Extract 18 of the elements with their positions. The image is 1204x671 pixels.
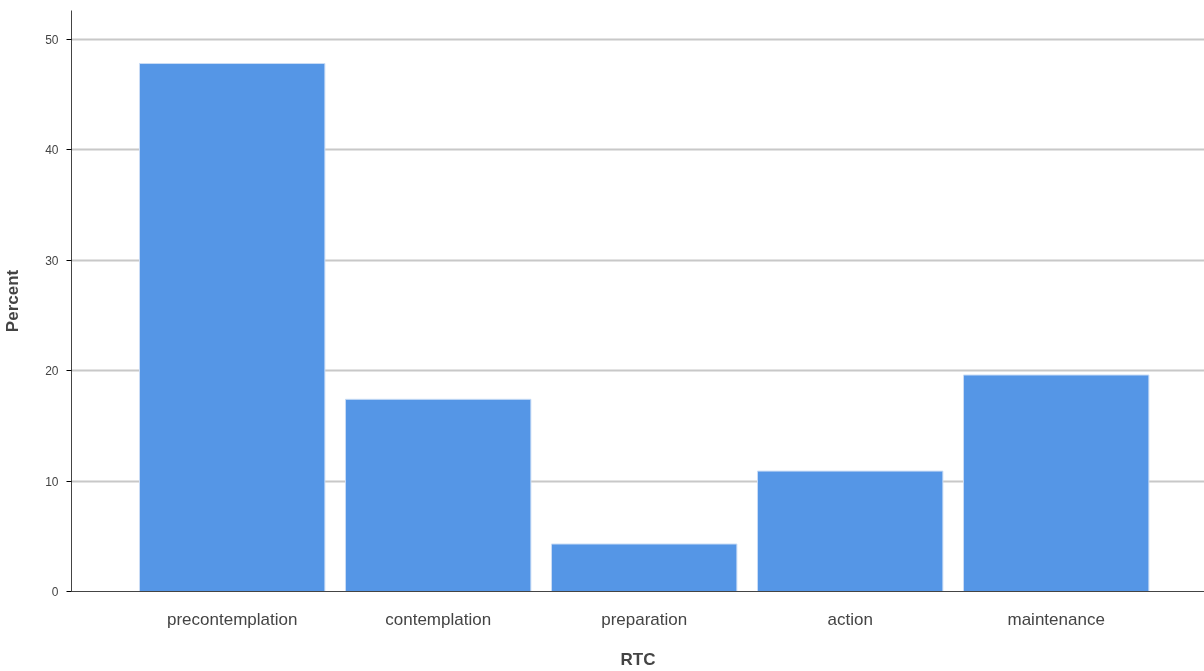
x-tick-label: preparation — [601, 609, 688, 629]
bar — [756, 470, 944, 592]
y-tick-label: 40 — [45, 143, 59, 158]
bar — [138, 63, 326, 592]
y-tick-label: 0 — [51, 585, 59, 599]
x-tick-label: action — [827, 609, 873, 629]
y-tick-label: 10 — [45, 474, 59, 489]
y-tick-label: 20 — [45, 364, 59, 379]
bar — [550, 543, 738, 592]
y-axis-title: Percent — [3, 269, 23, 333]
y-tick-label: 50 — [45, 32, 59, 47]
x-tick-label: contemplation — [385, 609, 492, 629]
bar — [962, 374, 1150, 592]
bar — [344, 398, 532, 592]
x-axis-title: RTC — [620, 649, 656, 669]
x-tick-label: precontemplation — [166, 609, 298, 629]
y-tick-label: 30 — [45, 253, 59, 268]
x-tick-label: maintenance — [1007, 609, 1105, 629]
